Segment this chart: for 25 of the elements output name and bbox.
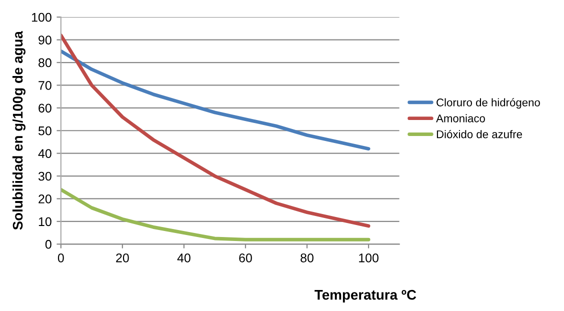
y-tick-label: 50 — [38, 126, 52, 136]
x-tick-label: 20 — [116, 253, 129, 262]
x-tick-label: 0 — [58, 253, 64, 262]
x-tick-label: 80 — [300, 253, 314, 262]
line-series — [60, 34, 370, 228]
y-tick-label: 0 — [45, 240, 52, 249]
legend-label: Cloruro de hidrógeno — [436, 98, 540, 109]
x-tick-label: 100 — [359, 253, 378, 262]
y-tick-label: 70 — [38, 81, 52, 90]
legend-label: Amoniaco — [436, 114, 485, 122]
x-tick-label: 40 — [177, 253, 190, 262]
y-tick-label: 10 — [38, 217, 52, 226]
y-tick-label: 80 — [38, 58, 52, 68]
line-series — [60, 188, 370, 242]
legend-label: Dióxido de azufre — [436, 130, 522, 138]
y-tick-label: 30 — [38, 172, 52, 181]
y-tick-label: 90 — [38, 36, 52, 44]
y-axis-title: Solubilidad en g/100g de agua — [12, 30, 26, 230]
x-axis-title: Temperatura ºC — [314, 290, 416, 302]
x-tick-label: 60 — [239, 253, 252, 262]
y-tick-label: 60 — [38, 104, 52, 113]
y-tick-label: 40 — [38, 149, 52, 158]
y-tick-label: 20 — [38, 194, 52, 204]
y-tick-label: 100 — [32, 12, 52, 22]
line-series — [60, 49, 370, 151]
